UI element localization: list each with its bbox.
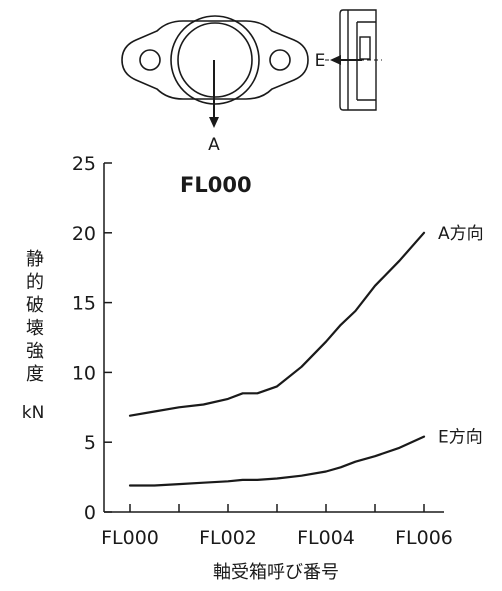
arrow-a-head: [209, 117, 219, 128]
y-tick-label: 25: [72, 153, 96, 175]
y-tick-label: 20: [72, 223, 96, 245]
series-label-a: A方向: [438, 224, 484, 244]
y-axis-unit: kN: [22, 403, 45, 423]
series-label-e: E方向: [438, 428, 483, 448]
x-axis-ticks: FL000 FL002 FL004 FL006: [101, 504, 453, 549]
y-axis-ticks: 0 5 10 15 20 25: [72, 153, 112, 524]
arrow-a-label: A: [208, 135, 220, 155]
x-tick-label: FL002: [199, 527, 257, 549]
chart-title: FL000: [180, 173, 252, 197]
arrow-e-label: E: [315, 51, 326, 71]
y-tick-label: 0: [84, 502, 96, 524]
x-tick-label: FL006: [395, 527, 453, 549]
chart-plot-area: 0 5 10 15 20 25 FL000 FL002 FL004 FL006 A方向 E方向: [72, 153, 484, 549]
arrow-e-head: [330, 55, 341, 65]
housing-flange-outline: [121, 20, 309, 100]
series-line-e: [128, 435, 426, 487]
y-tick-label: 10: [72, 362, 96, 384]
y-tick-label: 5: [84, 432, 96, 454]
bolt-hole-right: [269, 49, 291, 71]
y-tick-label: 15: [72, 293, 96, 315]
x-axis-label: 軸受箱呼び番号: [213, 562, 339, 583]
side-housing-slot: [359, 36, 371, 60]
arrow-a: [209, 60, 219, 128]
x-tick-label: FL004: [297, 527, 355, 549]
series-line-a: [128, 231, 426, 417]
side-housing-outline: [339, 9, 377, 111]
x-tick-label: FL000: [101, 527, 159, 549]
arrow-e: [330, 55, 362, 65]
bolt-hole-left: [139, 49, 161, 71]
series-layer: A方向 E方向: [128, 224, 484, 487]
y-axis-label: 静的破壊強度: [26, 249, 44, 385]
